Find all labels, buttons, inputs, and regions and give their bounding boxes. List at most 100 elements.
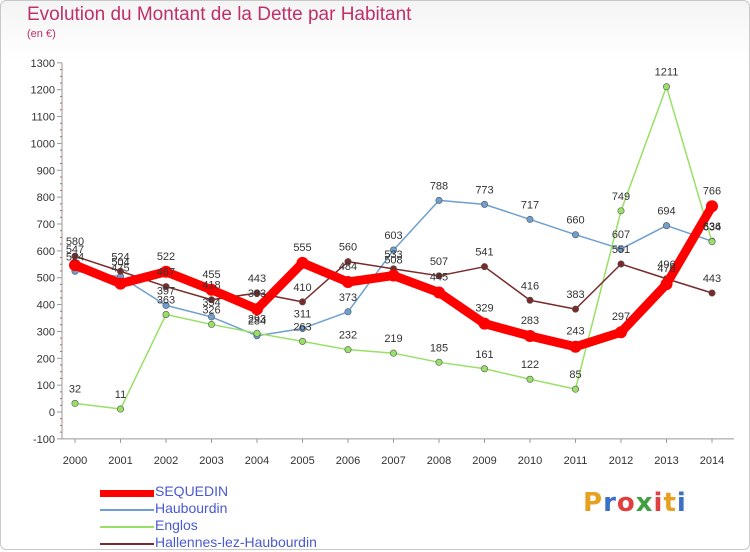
series-point-3 [344,258,352,266]
data-label: 329 [475,303,493,315]
data-label: 418 [202,280,220,292]
series-point-0 [433,286,445,299]
data-label: 219 [384,333,402,345]
data-label: 443 [248,273,266,285]
data-label: 551 [612,244,630,256]
data-label: 455 [202,269,220,281]
data-label: 1211 [655,67,679,79]
data-label: 788 [430,180,448,192]
legend-label: Haubourdin [155,500,228,516]
series-point-0 [524,329,536,342]
data-label: 443 [703,273,721,285]
data-label: 524 [111,251,129,263]
legend-swatch [100,490,154,497]
data-label: 636 [703,221,721,233]
series-point-1 [571,231,579,239]
data-label: 397 [157,285,175,297]
series-point-2 [208,320,216,328]
y-tick-label: 1100 [31,112,55,124]
chart-title: Evolution du Montant de la Dette par Hab… [27,4,412,25]
data-label: 416 [521,280,539,292]
series-point-2 [526,375,534,383]
series-point-1 [389,246,397,254]
data-label: 547 [66,244,84,256]
y-tick-label: 100 [37,380,55,392]
data-label: 467 [157,267,175,279]
data-label: 373 [339,292,357,304]
series-point-3 [117,267,125,275]
data-label: 293 [248,313,266,325]
data-label: 522 [157,251,175,263]
series-point-3 [571,305,579,313]
x-tick-label: 2008 [427,455,451,467]
data-label: 484 [339,261,357,273]
y-tick-label: -100 [33,434,55,446]
data-label: 383 [566,289,584,301]
logo-letter: o [616,488,636,518]
data-label: 476 [657,263,675,275]
data-label: 232 [339,330,357,342]
series-point-3 [253,289,261,297]
data-label: 766 [703,185,721,197]
series-point-1 [435,196,443,204]
data-label: 185 [430,342,448,354]
logo-letter: x [635,488,654,518]
y-tick-label: 700 [37,219,55,231]
series-point-3 [298,298,306,306]
data-label: 284 [248,316,266,328]
series-point-3 [208,296,216,304]
x-tick-label: 2000 [63,455,87,467]
x-tick-label: 2004 [245,455,269,467]
x-tick-label: 2005 [290,455,314,467]
data-label: 508 [384,255,402,267]
data-label: 297 [612,311,630,323]
data-label: 354 [202,297,220,309]
y-tick-label: 800 [37,192,55,204]
data-label: 541 [475,247,493,259]
data-label: 496 [657,259,675,271]
data-label: 383 [248,288,266,300]
x-tick-label: 2009 [472,455,496,467]
data-label: 749 [612,191,630,203]
data-label: 122 [521,359,539,371]
series-point-0 [569,340,582,353]
data-label: 694 [657,206,675,218]
x-tick-label: 2014 [700,455,724,467]
series-point-2 [71,399,79,407]
data-label: 504 [111,257,129,269]
series-point-0 [205,283,218,296]
data-label: 634 [703,222,721,234]
legend-swatch [100,543,154,545]
legend-label: Englos [155,517,198,533]
series-point-2 [662,83,670,91]
data-label: 326 [202,304,220,316]
x-tick-label: 2007 [381,455,405,467]
series-point-1 [617,245,625,253]
data-label: 410 [293,282,311,294]
series-point-3 [617,260,625,268]
chart-subtitle: (en €) [27,28,56,40]
x-tick-label: 2012 [609,455,633,467]
series-point-0 [114,277,127,290]
series-point-2 [298,337,306,345]
data-label: 475 [111,263,129,275]
series-point-1 [208,313,216,321]
legend-label: SEQUEDIN [155,483,229,499]
series-point-3 [480,263,488,271]
y-tick-label: 0 [49,407,55,419]
series-point-1 [344,308,352,316]
series-point-2 [344,346,352,354]
y-tick-label: 500 [37,273,55,285]
data-label: 11 [115,389,126,401]
series-point-3 [435,272,443,280]
series-point-1 [162,301,170,309]
legend-swatch [100,526,154,528]
x-tick-label: 2002 [154,455,178,467]
data-label: 263 [293,321,311,333]
series-point-2 [435,358,443,366]
y-tick-label: 900 [37,165,55,177]
legend-swatch [100,509,154,511]
series-point-2 [162,310,170,318]
series-point-2 [389,349,397,357]
